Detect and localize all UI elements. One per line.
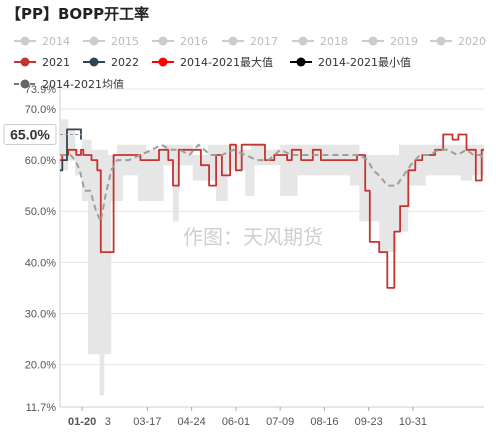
series-line-2022 bbox=[60, 128, 82, 172]
chart-title: 【PP】BOPP开工率 bbox=[6, 5, 150, 23]
x-tick-label: 09-23 bbox=[355, 416, 383, 428]
legend-marker bbox=[296, 57, 306, 67]
legend-marker bbox=[20, 57, 30, 67]
y-axis: 73.9% 70.0% 60.0% 50.0% 40.0% 30.0% 20.0% 11.7% bbox=[25, 84, 56, 414]
legend-item-2018[interactable]: 2018 bbox=[292, 35, 348, 48]
y-tick-label: 20.0% bbox=[25, 360, 56, 372]
legend-item-2017[interactable]: 2017 bbox=[222, 35, 278, 48]
x-tick-label: 03-17 bbox=[133, 416, 161, 428]
legend-item-2015[interactable]: 2015 bbox=[83, 35, 139, 48]
legend-label: 2016 bbox=[180, 35, 208, 48]
legend-label: 2014-2021最大值 bbox=[180, 55, 273, 69]
legend-item-2021[interactable]: 2021 bbox=[14, 56, 70, 69]
hover-value-label: 65.0% bbox=[10, 127, 50, 143]
legend-marker bbox=[228, 36, 238, 46]
legend-marker bbox=[436, 36, 446, 46]
y-tick-label: 60.0% bbox=[25, 155, 56, 167]
legend-marker bbox=[298, 36, 308, 46]
legend-marker bbox=[20, 36, 30, 46]
series-lines bbox=[60, 128, 485, 289]
gridlines bbox=[59, 88, 484, 408]
y-tick-label: 30.0% bbox=[25, 308, 56, 320]
legend-label: 2014-2021均值 bbox=[42, 78, 124, 91]
legend-item-2016[interactable]: 2016 bbox=[152, 35, 208, 48]
legend-label: 2021 bbox=[42, 56, 70, 69]
legend-marker bbox=[89, 36, 99, 46]
series-line-2021 bbox=[60, 133, 484, 289]
min-max-band bbox=[60, 119, 484, 396]
legend-label: 2015 bbox=[111, 35, 139, 48]
legend-label: 2019 bbox=[390, 35, 418, 48]
legend-item-2022[interactable]: 2022 bbox=[83, 56, 139, 69]
x-tick-label: 3 bbox=[105, 416, 111, 428]
legend-marker bbox=[158, 57, 168, 67]
y-tick-label: 70.0% bbox=[25, 104, 56, 116]
legend-item-2014-2021最大值[interactable]: 2014-2021最大值 bbox=[152, 55, 273, 69]
range-band bbox=[60, 119, 484, 396]
y-tick-label: 40.0% bbox=[25, 257, 56, 269]
x-tick-label: 04-24 bbox=[178, 416, 206, 428]
y-tick-label: 73.9% bbox=[25, 84, 56, 96]
x-tick-label: 07-09 bbox=[266, 416, 294, 428]
hover-tooltip: 65.0% bbox=[3, 124, 82, 146]
legend-label: 2018 bbox=[320, 35, 348, 48]
x-tick-label: 06-01 bbox=[222, 416, 250, 428]
legend-label: 2022 bbox=[111, 56, 139, 69]
y-tick-label: 50.0% bbox=[25, 206, 56, 218]
legend-label: 2014-2021最小值 bbox=[318, 56, 411, 69]
y-tick-label: 11.7% bbox=[26, 402, 57, 414]
legend-label: 2017 bbox=[250, 35, 278, 48]
series-line-2014-2021均值 bbox=[60, 143, 485, 223]
watermark: 作图：天风期货 bbox=[183, 225, 323, 249]
x-tick-label: 08-16 bbox=[310, 416, 338, 428]
legend-marker bbox=[89, 57, 99, 67]
legend-item-2020[interactable]: 2020 bbox=[430, 35, 486, 48]
legend-marker bbox=[20, 79, 30, 89]
legend-item-2014-2021均值[interactable]: 2014-2021均值 bbox=[14, 78, 124, 91]
legend-label: 2020 bbox=[458, 35, 486, 48]
legend-item-2014-2021最小值[interactable]: 2014-2021最小值 bbox=[290, 56, 411, 69]
hover-value-box bbox=[3, 124, 57, 146]
legend-label: 2014 bbox=[42, 35, 70, 48]
x-tick-label: 01-20 bbox=[68, 416, 96, 428]
x-tick-label: 10-31 bbox=[399, 416, 427, 428]
legend-marker bbox=[158, 36, 168, 46]
legend-marker bbox=[368, 36, 378, 46]
legend-item-2014[interactable]: 2014 bbox=[14, 35, 70, 48]
legend-item-2019[interactable]: 2019 bbox=[362, 35, 418, 48]
legend: 2014 2015 2016 2017 2018 2019 2020 2021 2022 2014… bbox=[14, 35, 486, 91]
x-axis: 01-20 03-17 04-24 06-01 07-09 08-16 09-23 10-31… bbox=[68, 407, 427, 428]
